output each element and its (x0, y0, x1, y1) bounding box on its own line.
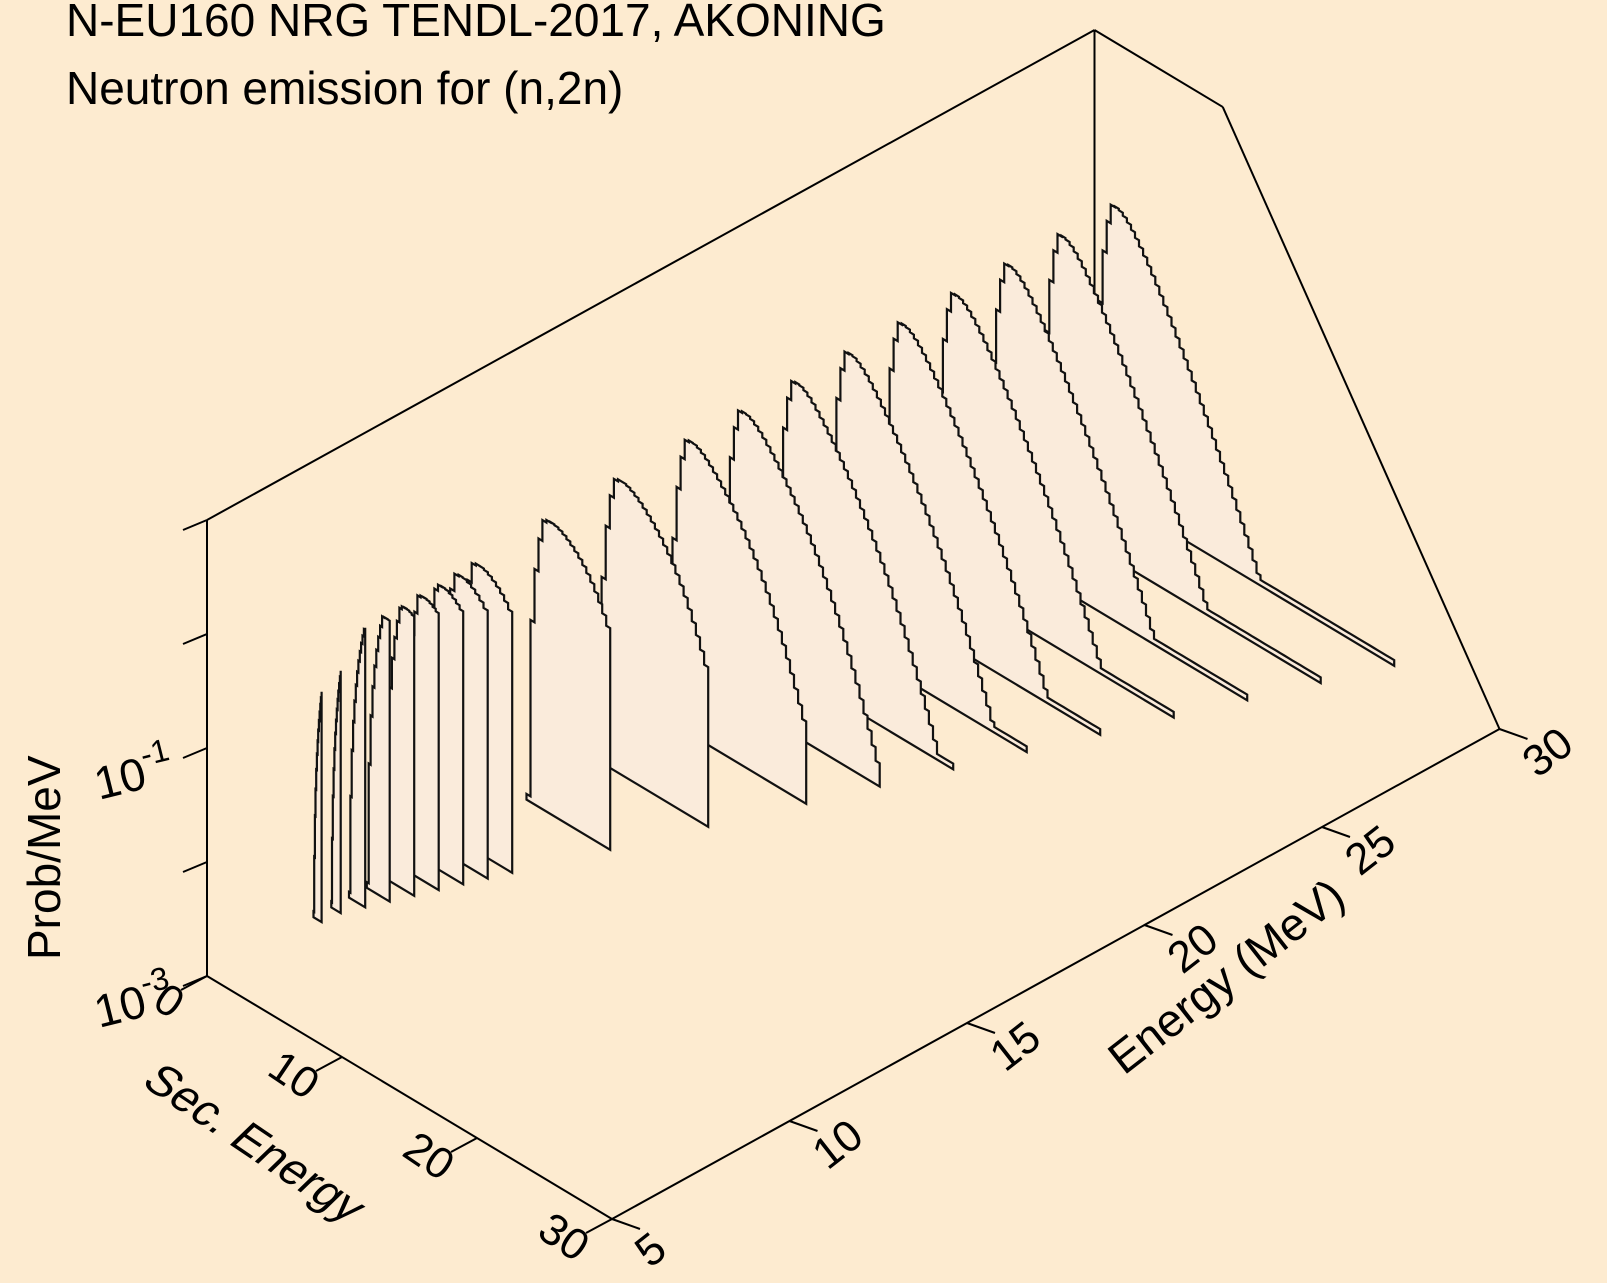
z-axis-label: Prob/MeV (18, 755, 70, 960)
y-tick-10 (789, 1120, 818, 1132)
chart-title: N-EU160 NRG TENDL-2017, AKONING (66, 0, 886, 46)
back-wall-top (1093, 29, 1224, 108)
z-tick--1 (182, 747, 208, 759)
y-axis-label: Energy (MeV) (1098, 868, 1354, 1084)
x-tick-10 (315, 1056, 343, 1072)
z-tick-label--1: 10-1 (87, 731, 179, 809)
z-tick-base: 10 (89, 747, 151, 810)
spectrum-slice-28_5 (1040, 232, 1322, 686)
x-axis-label: Sec. Energy (133, 1055, 379, 1232)
z-tick--3 (182, 975, 208, 987)
spectrum-slice-27 (986, 261, 1249, 703)
y-tick-label-5: 5 (626, 1223, 675, 1277)
spectrum-slice-25_5 (933, 290, 1175, 720)
y-tick-15 (966, 1022, 996, 1034)
y-tick-label-15: 15 (981, 1012, 1050, 1081)
z-tick-base: 10 (89, 975, 151, 1038)
plot-box-front (206, 728, 1500, 1220)
y-tick-5 (611, 1218, 641, 1230)
y-tick-label-30: 30 (1513, 718, 1582, 787)
spectrum-slice-14 (525, 518, 612, 852)
y-axis-line (611, 728, 1500, 1220)
z-tick--2 (182, 861, 208, 873)
x-tick-30 (585, 1218, 613, 1234)
y-tick-label-25: 25 (1336, 816, 1405, 885)
y-tick-30 (1499, 728, 1528, 740)
y-tick-label-10: 10 (803, 1110, 872, 1179)
y-tick-20 (1144, 924, 1173, 936)
x-tick-label-20: 20 (395, 1122, 463, 1190)
spectrum-slice-9_5 (365, 614, 391, 904)
y-tick-25 (1321, 826, 1351, 838)
x-tick-label-10: 10 (260, 1041, 328, 1109)
left-wall-top (206, 29, 1095, 521)
spectrum-slice-8_5 (330, 670, 342, 916)
spectrum-slices (312, 202, 1396, 925)
x-axis-line (206, 975, 613, 1220)
x-tick-20 (450, 1137, 478, 1153)
spectrum-slice-9 (347, 627, 367, 910)
x-tick-label-30: 30 (530, 1203, 598, 1271)
z-tick-label--3: 10-3 (87, 959, 179, 1037)
z-tick-1 (182, 519, 208, 531)
spectrum-slice-30 (1093, 202, 1396, 668)
spectrum-slice-8 (312, 691, 323, 925)
z-tick-0 (182, 633, 208, 645)
chart-subtitle: Neutron emission for (n,2n) (66, 62, 623, 114)
back-wall-right (1221, 106, 1501, 730)
plot-box-back (206, 29, 1501, 976)
spectrum-slice-16 (596, 476, 710, 829)
